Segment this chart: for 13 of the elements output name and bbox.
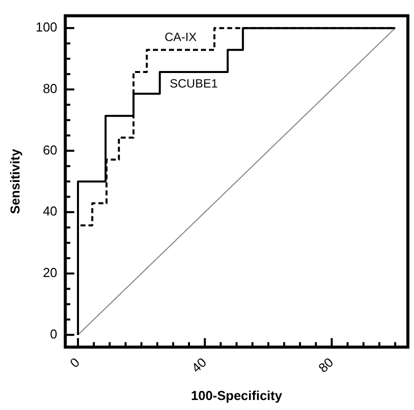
y-tick-label: 0 (50, 326, 58, 342)
y-tick-label: 60 (42, 142, 58, 158)
series-label: SCUBE1 (170, 76, 218, 90)
x-tick-label: 40 (188, 354, 210, 376)
x-axis-title: 100-Specificity (191, 388, 283, 403)
x-tick-label: 80 (315, 354, 336, 376)
y-tick-label: 40 (42, 204, 58, 219)
series-label: CA-IX (164, 30, 197, 44)
y-tick-label: 80 (42, 81, 58, 96)
y-axis-title: Sensitivity (7, 148, 22, 214)
x-tick-label: 0 (66, 354, 82, 371)
y-tick-label: 100 (36, 20, 58, 35)
y-tick-label: 20 (42, 265, 58, 280)
